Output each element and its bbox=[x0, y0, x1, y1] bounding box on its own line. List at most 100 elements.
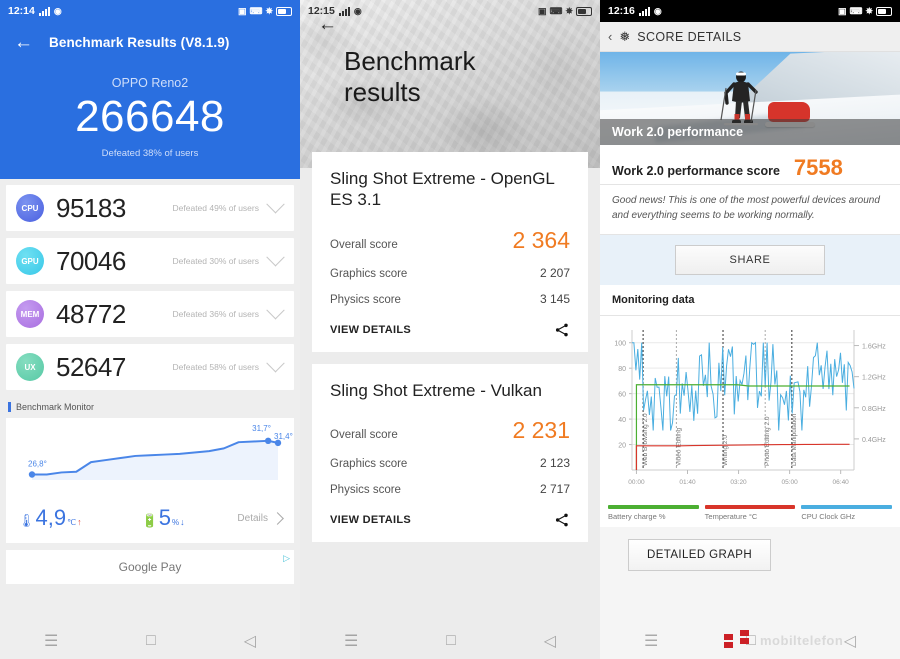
chevron-down-icon[interactable] bbox=[266, 300, 285, 320]
monitoring-header: Monitoring data bbox=[600, 285, 900, 316]
details-link[interactable]: Details bbox=[237, 511, 284, 525]
snowflake-icon: ❅ bbox=[619, 28, 631, 44]
ad-banner[interactable]: Google Pay ▷ bbox=[6, 550, 294, 585]
status-message: Good news! This is one of the most power… bbox=[600, 185, 900, 235]
3dmark-panel: 12:15 ◉ ▣ ⌨ ✵ ← Benchmark results Sling … bbox=[300, 0, 600, 659]
legend-swatch bbox=[801, 505, 893, 509]
row-value: 3 145 bbox=[539, 291, 570, 306]
chevron-down-icon[interactable] bbox=[266, 353, 285, 373]
ux-defeated: Defeated 58% of users bbox=[172, 362, 259, 373]
nav-bar: ☰ □ ◁ bbox=[600, 622, 900, 659]
mem-score: 48772 bbox=[56, 298, 126, 329]
row-value: 2 207 bbox=[539, 265, 570, 280]
ad-choices-icon[interactable]: ▷ bbox=[283, 553, 290, 564]
temp-unit: ℃ bbox=[67, 518, 77, 528]
score-row: Physics score 3 145 bbox=[330, 292, 570, 306]
battery-icon: 🔋 bbox=[141, 513, 158, 529]
legend-label: CPU Clock GHz bbox=[801, 512, 856, 521]
detail-section: DETAILED GRAPH bbox=[600, 527, 900, 571]
antutu-header: ← Benchmark Results (V8.1.9) OPPO Reno2 … bbox=[0, 22, 300, 180]
view-details-button[interactable]: VIEW DETAILS bbox=[330, 323, 412, 336]
row-label: Physics score bbox=[330, 483, 401, 496]
svg-text:Web Browsing 2.0: Web Browsing 2.0 bbox=[642, 413, 649, 466]
hero-image: 12:15 ◉ ▣ ⌨ ✵ ← Benchmark results bbox=[300, 0, 600, 168]
batt-value: 5 bbox=[158, 505, 172, 531]
view-details-button[interactable]: VIEW DETAILS bbox=[330, 513, 412, 526]
monitoring-chart[interactable]: 20 40 60 80 100 0.4GHz 0.8GHz 1.2GHz 1.6GHz 00:00… bbox=[600, 316, 900, 501]
nav-bar: ☰ □ ◁ bbox=[300, 622, 600, 659]
row-value: 2 123 bbox=[539, 455, 570, 470]
menu-icon[interactable]: ☰ bbox=[43, 632, 59, 650]
share-button[interactable]: SHARE bbox=[675, 245, 825, 275]
total-score: 266648 bbox=[75, 92, 225, 141]
vibrate-icon: ⌨ bbox=[549, 5, 563, 16]
share-icon[interactable] bbox=[554, 322, 570, 338]
status-bar: 12:14 ◉ ▣ ⌨ ✵ bbox=[0, 0, 300, 22]
gpu-defeated: Defeated 30% of users bbox=[172, 256, 259, 267]
svg-text:05:00: 05:00 bbox=[781, 479, 798, 486]
hero-label: Work 2.0 performance bbox=[600, 119, 900, 145]
back-icon[interactable]: ‹ bbox=[608, 29, 613, 44]
detailed-graph-button[interactable]: DETAILED GRAPH bbox=[628, 539, 772, 571]
score-value: 7558 bbox=[793, 155, 843, 180]
home-icon[interactable]: □ bbox=[446, 631, 456, 649]
menu-icon[interactable]: ☰ bbox=[343, 632, 359, 650]
chevron-down-icon[interactable] bbox=[266, 194, 285, 214]
list-item[interactable]: MEM 48772 Defeated 36% of users bbox=[6, 291, 294, 338]
app-bar: ← Benchmark Results (V8.1.9) bbox=[0, 22, 300, 62]
status-bar: 12:16 ◉ ▣ ⌨ ✵ bbox=[600, 0, 900, 22]
list-item[interactable]: GPU 70046 Defeated 30% of users bbox=[6, 238, 294, 285]
signal-icon bbox=[638, 6, 650, 16]
back-icon[interactable]: ◁ bbox=[543, 632, 557, 650]
bluetooth-icon: ✵ bbox=[265, 5, 273, 16]
thermometer-icon: 🌡 bbox=[18, 513, 35, 529]
gpu-score: 70046 bbox=[56, 245, 126, 276]
mem-defeated: Defeated 36% of users bbox=[172, 309, 259, 320]
score-row: Graphics score 2 123 bbox=[330, 456, 570, 470]
chevron-down-icon[interactable] bbox=[266, 247, 285, 267]
legend-swatch bbox=[608, 505, 699, 509]
svg-text:31,7°: 31,7° bbox=[252, 424, 271, 433]
details-label: Details bbox=[237, 512, 268, 524]
svg-text:26,8°: 26,8° bbox=[28, 460, 47, 469]
menu-icon[interactable]: ☰ bbox=[643, 632, 659, 650]
svg-text:1.2GHz: 1.2GHz bbox=[862, 375, 886, 382]
svg-text:Video Editing: Video Editing bbox=[675, 427, 682, 466]
svg-text:Data Manipulation: Data Manipulation bbox=[791, 413, 798, 466]
svg-text:80: 80 bbox=[618, 366, 626, 373]
total-defeated: Defeated 38% of users bbox=[101, 148, 199, 160]
temperature-delta: 🌡 4,9 ℃ ↑ bbox=[18, 505, 82, 531]
svg-text:0.4GHz: 0.4GHz bbox=[862, 437, 886, 444]
signal-icon bbox=[38, 6, 50, 16]
monitor-label-text: Benchmark Monitor bbox=[16, 402, 95, 413]
home-icon[interactable]: □ bbox=[746, 631, 756, 649]
share-icon[interactable] bbox=[554, 512, 570, 528]
battery-icon bbox=[276, 6, 292, 16]
result-card-vulkan: Sling Shot Extreme - Vulkan Overall scor… bbox=[312, 363, 588, 542]
monitor-card[interactable]: 26,8° 31,7° 31,4° 🌡 4,9 ℃ ↑ 🔋 5 % ↓ Detail… bbox=[6, 418, 294, 544]
pcmark-panel: 12:16 ◉ ▣ ⌨ ✵ ‹ ❅ SCORE DETAILS bbox=[600, 0, 900, 659]
back-icon[interactable]: ← bbox=[318, 14, 337, 35]
monitor-stats: 🌡 4,9 ℃ ↑ 🔋 5 % ↓ Details bbox=[6, 496, 294, 540]
row-label: Physics score bbox=[330, 293, 401, 306]
score-details-bar: ‹ ❅ SCORE DETAILS bbox=[600, 22, 900, 52]
battery-delta: 🔋 5 % ↓ bbox=[142, 505, 185, 531]
nfc-icon: ▣ bbox=[537, 5, 547, 16]
row-value: 2 231 bbox=[512, 416, 570, 443]
svg-text:100: 100 bbox=[614, 341, 626, 348]
svg-text:01:40: 01:40 bbox=[679, 479, 696, 486]
nav-bar: ☰ □ ◁ bbox=[0, 622, 300, 659]
legend-swatch bbox=[704, 505, 796, 509]
back-icon[interactable]: ◁ bbox=[243, 632, 257, 650]
home-icon[interactable]: □ bbox=[146, 631, 156, 649]
back-icon[interactable]: ← bbox=[14, 31, 33, 53]
list-item[interactable]: UX 52647 Defeated 58% of users bbox=[6, 344, 294, 391]
list-item[interactable]: CPU 95183 Defeated 49% of users bbox=[6, 185, 294, 232]
svg-text:0.8GHz: 0.8GHz bbox=[862, 406, 886, 413]
wifi-icon: ◉ bbox=[353, 5, 362, 16]
legend-item-battery: Battery charge % bbox=[608, 505, 699, 521]
status-time: 12:15 bbox=[308, 5, 335, 17]
score-row: Physics score 2 717 bbox=[330, 482, 570, 496]
hero-title: Benchmark results bbox=[344, 46, 476, 108]
back-icon[interactable]: ◁ bbox=[843, 632, 857, 650]
